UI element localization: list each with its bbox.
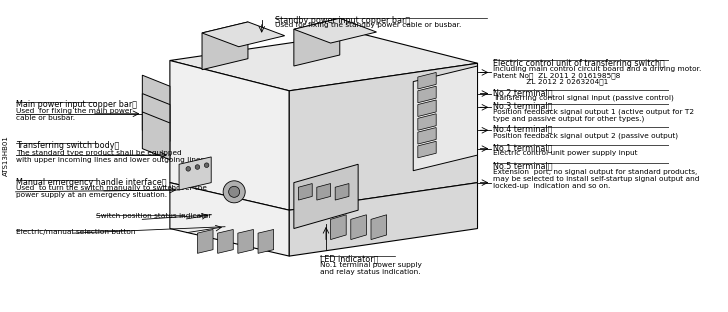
Text: No.2 terminal：: No.2 terminal： — [493, 88, 553, 97]
Polygon shape — [294, 18, 376, 43]
Polygon shape — [143, 112, 170, 160]
Text: Position feedback signal output 2 (passive output): Position feedback signal output 2 (passi… — [493, 132, 678, 139]
Polygon shape — [414, 66, 478, 171]
Polygon shape — [351, 215, 366, 240]
Text: LED indicator：: LED indicator： — [320, 254, 378, 263]
Polygon shape — [331, 215, 347, 240]
Polygon shape — [418, 128, 436, 144]
Text: Main power input copper bar：: Main power input copper bar： — [15, 100, 137, 109]
Polygon shape — [418, 72, 436, 89]
Text: Used for fixing the standby power cable or busbar.: Used for fixing the standby power cable … — [275, 22, 462, 28]
Polygon shape — [202, 22, 285, 47]
Text: Standby power input copper bar：: Standby power input copper bar： — [275, 17, 411, 25]
Polygon shape — [371, 215, 387, 240]
Text: No.1 terminal：: No.1 terminal： — [493, 143, 553, 152]
Polygon shape — [218, 229, 233, 253]
Circle shape — [186, 167, 191, 171]
Polygon shape — [335, 183, 349, 200]
Text: Electric control unit of transferring switch：: Electric control unit of transferring sw… — [493, 59, 665, 68]
Polygon shape — [170, 33, 478, 91]
Text: No.5 terminal：: No.5 terminal： — [493, 162, 553, 171]
Polygon shape — [238, 229, 253, 253]
Text: Position feedback signal output 1 (active output for T2
type and passive output : Position feedback signal output 1 (activ… — [493, 108, 695, 122]
Polygon shape — [294, 164, 358, 229]
Polygon shape — [298, 183, 312, 200]
Text: Switch position status indicator: Switch position status indicator — [96, 213, 212, 219]
Text: Electric control unit power supply input: Electric control unit power supply input — [493, 150, 638, 157]
Text: No.3 terminal：: No.3 terminal： — [493, 102, 553, 111]
Polygon shape — [258, 229, 274, 253]
Polygon shape — [418, 86, 436, 103]
Text: Manual emergency handle interface：: Manual emergency handle interface： — [15, 178, 166, 187]
Polygon shape — [418, 100, 436, 116]
Polygon shape — [418, 114, 436, 130]
Polygon shape — [418, 141, 436, 158]
Polygon shape — [294, 18, 340, 66]
Polygon shape — [143, 75, 170, 123]
Polygon shape — [170, 61, 289, 210]
Polygon shape — [143, 94, 170, 141]
Text: Used  to turn the switch manually to switchover the
power supply at an emergency: Used to turn the switch manually to swit… — [15, 185, 207, 198]
Text: ZL 2012 2 0263204，1: ZL 2012 2 0263204，1 — [493, 79, 609, 85]
Polygon shape — [179, 157, 211, 190]
Circle shape — [229, 186, 240, 197]
Text: Including main control circuit board and a driving motor.: Including main control circuit board and… — [493, 66, 702, 72]
Circle shape — [195, 165, 199, 169]
Text: No.4 terminal：: No.4 terminal： — [493, 125, 553, 134]
Polygon shape — [317, 183, 331, 200]
Text: Transferring control signal input (passive control): Transferring control signal input (passi… — [493, 95, 674, 101]
Text: Patent No：  ZL 2011 2 0161985，8: Patent No： ZL 2011 2 0161985，8 — [493, 72, 620, 79]
Text: Used  for fixing the main power
cable or busbar.: Used for fixing the main power cable or … — [15, 108, 132, 121]
Text: No.1 terminal power supply
and relay status indication.: No.1 terminal power supply and relay sta… — [320, 261, 422, 275]
Text: Electric/manual selection button: Electric/manual selection button — [15, 229, 135, 235]
Polygon shape — [289, 183, 478, 256]
Polygon shape — [170, 183, 289, 256]
Polygon shape — [202, 22, 248, 70]
Text: ATS13HB01: ATS13HB01 — [4, 135, 9, 176]
Text: The standard type product shall be equipped
with upper incoming lines and lower : The standard type product shall be equip… — [15, 149, 206, 163]
Text: Extension  port, no signal output for standard products,
may be selected to inst: Extension port, no signal output for sta… — [493, 169, 700, 189]
Text: Transferring switch body：: Transferring switch body： — [15, 141, 119, 150]
Polygon shape — [197, 229, 213, 253]
Polygon shape — [289, 63, 478, 210]
Circle shape — [205, 163, 209, 168]
Circle shape — [223, 181, 245, 203]
